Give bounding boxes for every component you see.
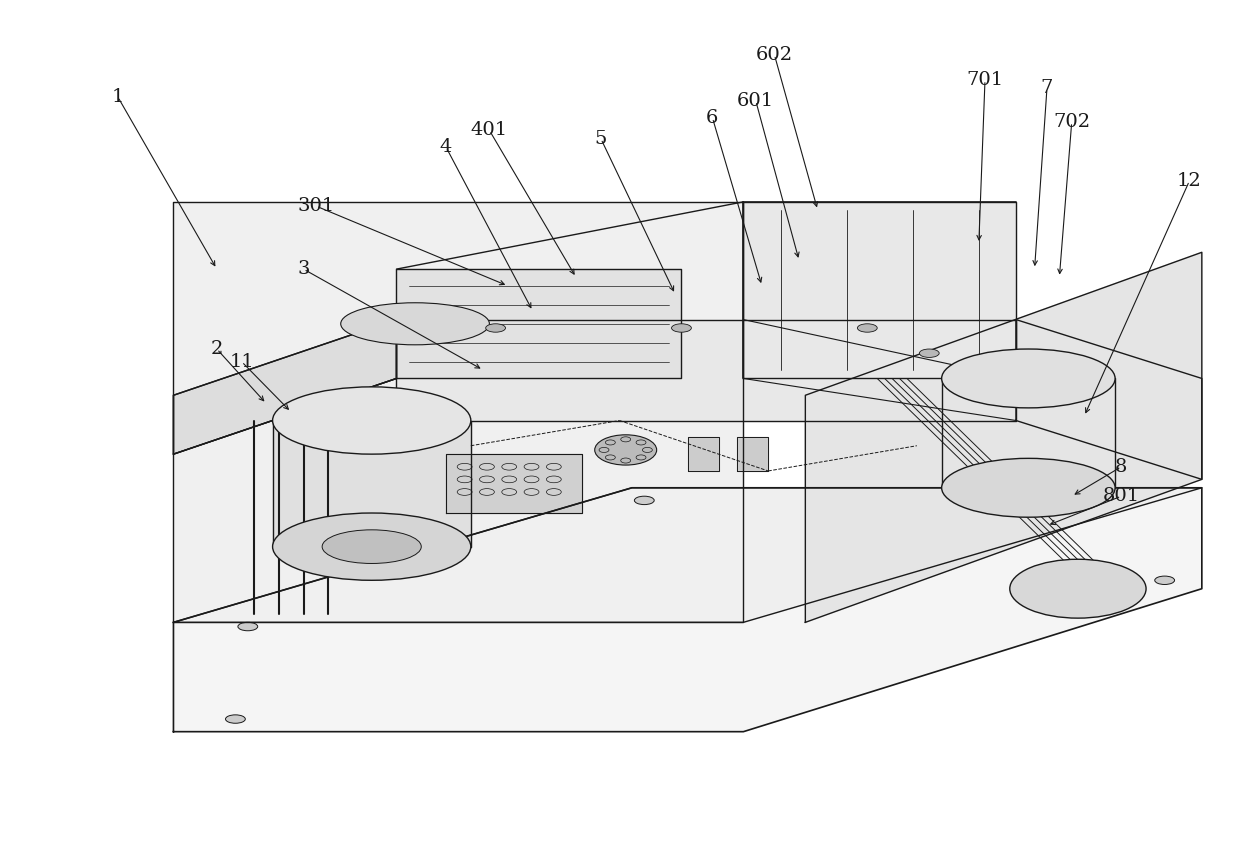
- Ellipse shape: [322, 530, 421, 563]
- Ellipse shape: [672, 324, 691, 332]
- Ellipse shape: [1010, 559, 1146, 618]
- Ellipse shape: [942, 349, 1115, 408]
- Polygon shape: [173, 320, 396, 454]
- Polygon shape: [173, 320, 396, 454]
- Polygon shape: [446, 454, 582, 513]
- Text: 701: 701: [966, 71, 1004, 89]
- Ellipse shape: [634, 496, 654, 505]
- Text: 11: 11: [229, 352, 254, 371]
- Polygon shape: [396, 269, 681, 378]
- Text: 3: 3: [297, 260, 310, 278]
- Polygon shape: [396, 320, 1016, 420]
- Text: 1: 1: [112, 87, 124, 106]
- Text: 7: 7: [1041, 79, 1053, 98]
- Text: 6: 6: [706, 108, 719, 127]
- Polygon shape: [173, 202, 743, 622]
- Ellipse shape: [238, 622, 258, 631]
- Text: 301: 301: [297, 197, 335, 215]
- Ellipse shape: [341, 303, 489, 345]
- Ellipse shape: [225, 715, 245, 723]
- Text: 8: 8: [1115, 458, 1127, 476]
- Ellipse shape: [919, 349, 939, 357]
- Text: 12: 12: [1177, 172, 1202, 190]
- Text: 2: 2: [211, 340, 223, 358]
- Polygon shape: [743, 202, 1016, 378]
- Text: 4: 4: [440, 138, 452, 156]
- Polygon shape: [273, 420, 471, 547]
- Polygon shape: [737, 437, 768, 471]
- Ellipse shape: [942, 458, 1115, 517]
- Text: 801: 801: [1103, 487, 1140, 505]
- Text: 601: 601: [737, 92, 774, 110]
- Ellipse shape: [486, 324, 506, 332]
- Ellipse shape: [273, 387, 471, 454]
- Ellipse shape: [595, 435, 657, 465]
- Polygon shape: [173, 488, 1202, 732]
- Text: 401: 401: [471, 121, 508, 140]
- Ellipse shape: [857, 324, 877, 332]
- Ellipse shape: [273, 513, 471, 580]
- Ellipse shape: [1155, 576, 1175, 584]
- Text: 602: 602: [756, 45, 793, 64]
- Text: 702: 702: [1053, 113, 1090, 131]
- Polygon shape: [173, 488, 1202, 622]
- Polygon shape: [805, 252, 1202, 622]
- Polygon shape: [1016, 320, 1202, 479]
- Text: 5: 5: [595, 130, 607, 148]
- Polygon shape: [688, 437, 719, 471]
